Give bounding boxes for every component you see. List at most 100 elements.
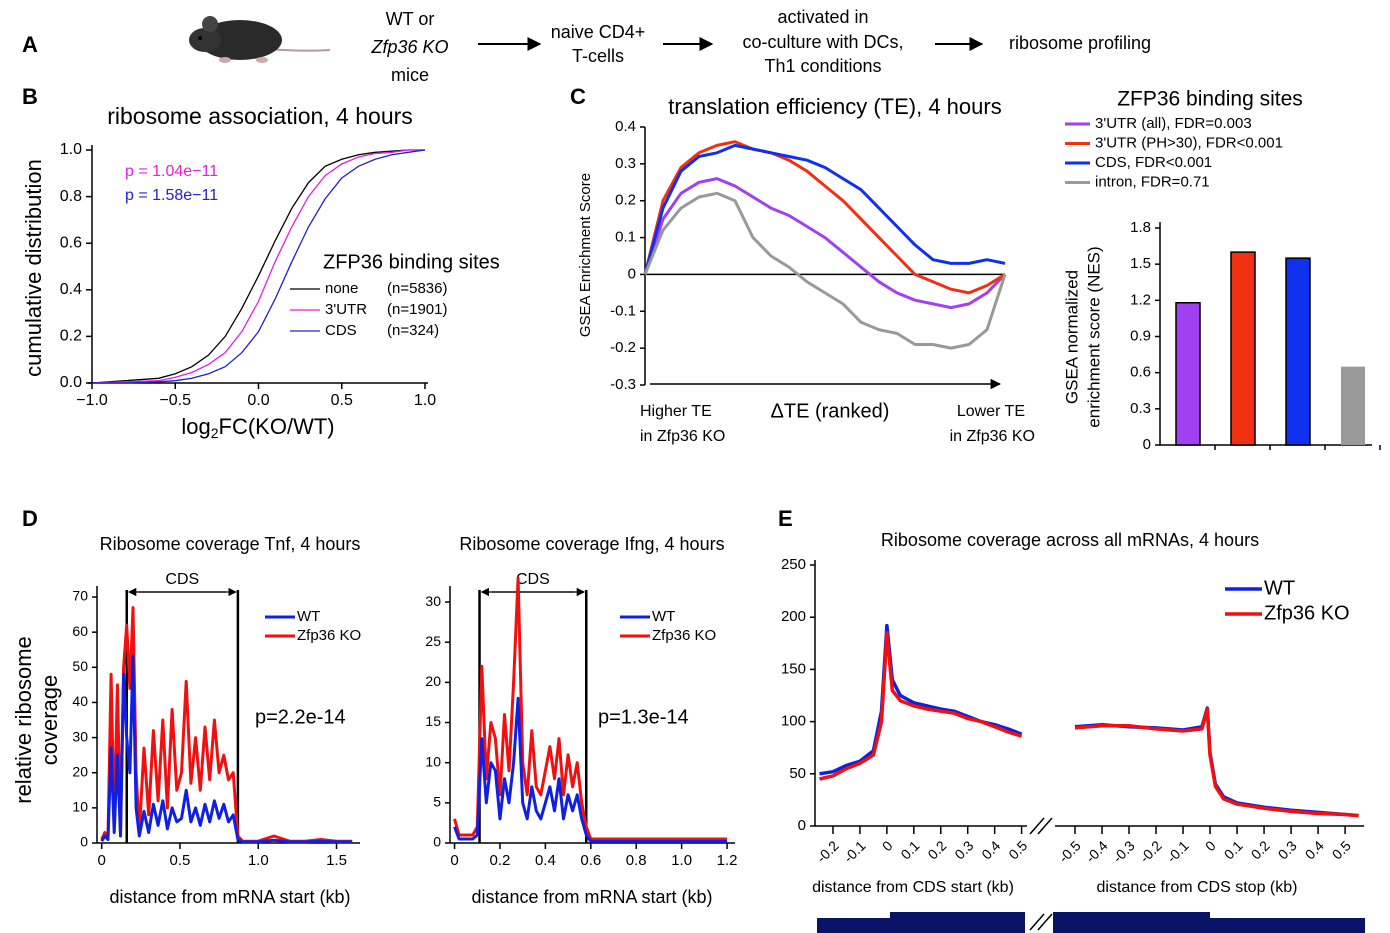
y-axis-label: relative ribosome	[11, 636, 36, 804]
y-tick-label: 10	[72, 799, 88, 815]
legend-label: WT	[652, 608, 675, 625]
step-text: mice	[391, 65, 429, 85]
x-tick-label: -0.1	[840, 837, 869, 866]
y-tick-label: 0.4	[60, 281, 82, 298]
legend-label: intron, FDR=0.71	[1095, 173, 1210, 190]
y-tick-label: 30	[425, 593, 441, 609]
x-tick-label: 0.3	[951, 837, 976, 862]
step-text: Th1 conditions	[764, 56, 881, 76]
y-tick-label: 0	[80, 834, 88, 850]
y-tick-label: 20	[72, 763, 88, 779]
y-tick-label: 50	[789, 765, 806, 782]
step-text: Zfp36 KO	[370, 37, 448, 57]
y-tick-label: 0.9	[1130, 327, 1151, 344]
y-tick-label: 150	[781, 660, 806, 677]
bar	[1341, 366, 1365, 445]
y-tick-label: 60	[72, 623, 88, 639]
x-tick-label: 0.5	[1329, 837, 1354, 862]
x-tick-label: 0.3	[1275, 837, 1300, 862]
gene-model	[817, 912, 1365, 933]
p-value: p = 1.04e−11	[125, 163, 218, 180]
step-text: ribosome profiling	[1009, 33, 1151, 53]
y-tick-label: 0.0	[60, 374, 82, 391]
chart-title: Ribosome coverage across all mRNAs, 4 ho…	[881, 530, 1259, 550]
y-tick-label: 0	[433, 834, 441, 850]
y-tick-label: 20	[425, 673, 441, 689]
x-end-label: Higher TE	[640, 403, 712, 420]
x-tick-label: 0	[879, 837, 896, 854]
y-tick-label: 0.4	[615, 118, 636, 135]
y-tick-label: 40	[72, 693, 88, 709]
y-tick-label: 0	[628, 265, 636, 282]
x-tick-label: 0.4	[535, 852, 556, 869]
x-tick-label: 0.4	[1302, 837, 1327, 862]
bar	[1175, 301, 1201, 446]
x-end-label: in Zfp36 KO	[950, 428, 1035, 445]
x-axis-label: log2FC(KO/WT)	[181, 414, 334, 441]
legend-count: (n=1901)	[387, 301, 447, 318]
legend-label: CDS	[325, 322, 357, 339]
coverage-line	[819, 631, 1023, 781]
p-value: p=2.2e-14	[255, 706, 346, 728]
cdf-line	[92, 149, 426, 384]
legend-count: (n=324)	[387, 322, 439, 339]
panel-label: E	[778, 506, 793, 531]
legend-label: 3'UTR (PH>30), FDR<0.001	[1095, 134, 1283, 151]
legend-label: WT	[297, 608, 320, 625]
panel-label: B	[22, 84, 38, 109]
x-tick-label: 0.2	[1248, 837, 1273, 862]
panel-label: C	[570, 84, 586, 109]
x-tick-label: 0	[1202, 837, 1219, 854]
y-tick-label: 1.0	[60, 141, 82, 158]
y-tick-label: 200	[781, 608, 806, 625]
chart-title: translation efficiency (TE), 4 hours	[668, 94, 1001, 119]
y-tick-label: -0.2	[610, 339, 636, 356]
panel-label: A	[22, 32, 38, 57]
y-tick-label: 0.8	[60, 188, 82, 205]
es-line	[643, 191, 1007, 350]
x-tick-label: 0.5	[331, 392, 353, 409]
legend-label: Zfp36 KO	[652, 627, 716, 644]
bar	[1230, 251, 1256, 446]
x-tick-label: 0.2	[924, 837, 949, 862]
x-end-label: in Zfp36 KO	[640, 428, 725, 445]
chart-title: Ribosome coverage Ifng, 4 hours	[459, 534, 724, 554]
x-tick-label: 0.5	[170, 852, 191, 869]
chart-title: Ribosome coverage Tnf, 4 hours	[100, 534, 361, 554]
legend-label: CDS, FDR<0.001	[1095, 154, 1212, 171]
y-tick-label: 0	[1143, 436, 1151, 453]
axis-break	[1029, 817, 1053, 931]
legend-label: WT	[1264, 577, 1295, 599]
x-tick-label: 1.0	[414, 392, 436, 409]
x-axis-label: distance from CDS stop (kb)	[1097, 879, 1298, 896]
y-tick-label: -0.3	[610, 376, 636, 393]
x-tick-label: 0.8	[626, 852, 647, 869]
y-tick-label: 25	[425, 633, 441, 649]
x-axis-label-part: 2	[211, 425, 219, 441]
p-value: p=1.3e-14	[598, 706, 689, 728]
y-tick-label: 1.2	[1130, 291, 1151, 308]
y-axis-label: enrichment score (NES)	[1084, 246, 1103, 427]
x-tick-label: -0.2	[813, 837, 842, 866]
mouse-icon	[189, 16, 331, 63]
y-tick-label: 0.2	[60, 328, 82, 345]
y-tick-label: 30	[72, 728, 88, 744]
y-tick-label: 0.6	[1130, 364, 1151, 381]
legend-title: ZFP36 binding sites	[323, 251, 500, 273]
y-tick-label: -0.1	[610, 302, 636, 319]
cdf-line	[91, 149, 425, 384]
step-text: activated in	[777, 7, 868, 27]
x-axis-label: ΔTE (ranked)	[771, 400, 890, 422]
cdf-line	[91, 149, 425, 384]
x-axis-label-part: FC(KO/WT)	[219, 414, 335, 439]
x-tick-label: 0	[450, 852, 458, 869]
cds-label: CDS	[165, 571, 199, 588]
y-tick-label: 15	[425, 713, 441, 729]
coverage-line	[453, 696, 728, 843]
x-axis-label: distance from mRNA start (kb)	[471, 887, 712, 907]
step-text: naive CD4+	[551, 22, 646, 42]
cds-label: CDS	[516, 571, 550, 588]
y-tick-label: 10	[425, 753, 441, 769]
legend-label: Zfp36 KO	[297, 627, 361, 644]
